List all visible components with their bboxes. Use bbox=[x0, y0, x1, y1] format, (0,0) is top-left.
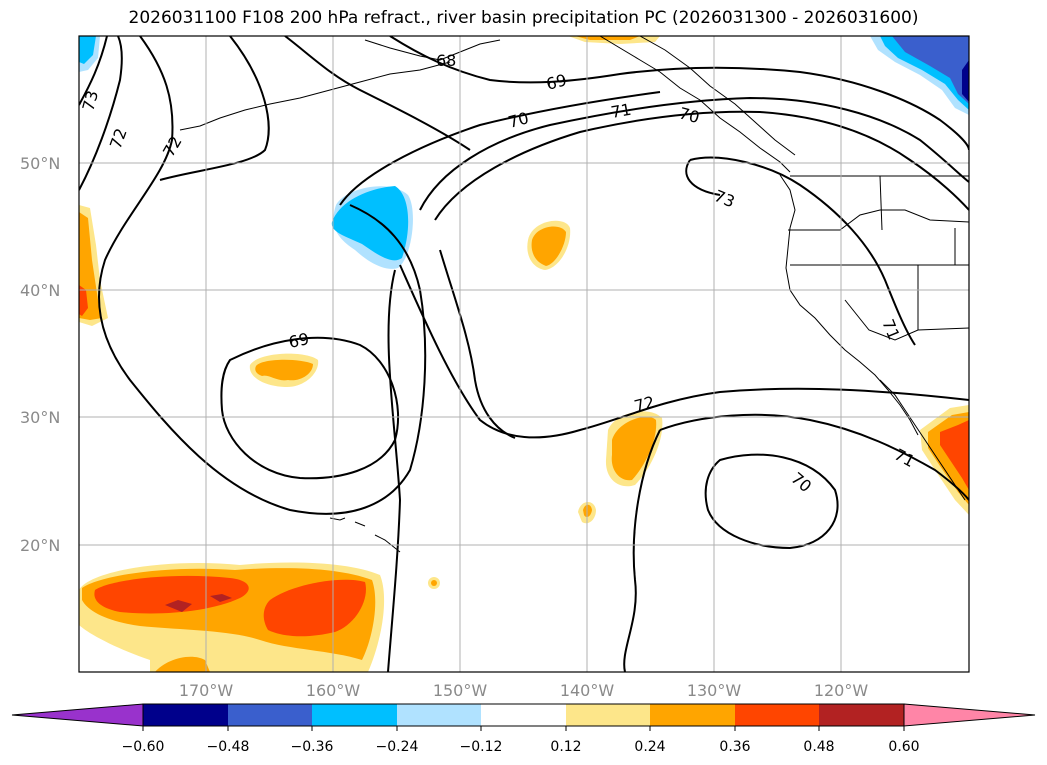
map-border bbox=[78, 35, 970, 673]
lat-label-40n: 40°N bbox=[20, 281, 60, 300]
colorbar-tick-label: −0.12 bbox=[460, 739, 503, 755]
lon-label-160w: 160°W bbox=[306, 681, 361, 700]
contour-label-69-north: 69 bbox=[544, 70, 569, 94]
contour-label-68: 68 bbox=[436, 51, 456, 70]
lat-labels: 50°N 40°N 30°N 20°N bbox=[20, 154, 60, 555]
contour-label-71-ne: 70 bbox=[677, 104, 702, 128]
contour-label-73-west: 73 bbox=[79, 88, 103, 113]
colorbar-swatch bbox=[397, 704, 481, 726]
colorbar-tick-label: 0.36 bbox=[719, 739, 750, 755]
lon-label-150w: 150°W bbox=[433, 681, 488, 700]
colorbar: −0.60 −0.48 −0.36 −0.24 −0.12 0.12 0.24 … bbox=[11, 703, 1036, 755]
lat-label-30n: 30°N bbox=[20, 408, 60, 427]
lon-label-170w: 170°W bbox=[179, 681, 234, 700]
colorbar-extend-low bbox=[11, 703, 144, 727]
colorbar-swatch bbox=[312, 704, 397, 726]
precip-shading bbox=[79, 36, 969, 672]
lat-label-20n: 20°N bbox=[20, 536, 60, 555]
lat-label-50n: 50°N bbox=[20, 154, 60, 173]
colorbar-tick-label: 0.24 bbox=[634, 739, 665, 755]
colorbar-swatch bbox=[566, 704, 650, 726]
map-title: 2026031100 F108 200 hPa refract., river … bbox=[128, 8, 919, 28]
colorbar-tick-label: 0.48 bbox=[803, 739, 834, 755]
colorbar-swatch bbox=[819, 704, 904, 726]
colorbar-tick-label: −0.24 bbox=[376, 739, 419, 755]
colorbar-tick-label: −0.60 bbox=[122, 739, 165, 755]
colorbar-tick-label: 0.12 bbox=[550, 739, 581, 755]
lon-label-130w: 130°W bbox=[687, 681, 742, 700]
colorbar-swatch bbox=[143, 704, 228, 726]
colorbar-tick-label: −0.36 bbox=[291, 739, 334, 755]
contour-label-71-north: 71 bbox=[609, 100, 632, 122]
lon-label-120w: 120°W bbox=[814, 681, 869, 700]
coastlines bbox=[179, 36, 969, 553]
colorbar-swatch bbox=[650, 704, 735, 726]
colorbar-swatch bbox=[735, 704, 819, 726]
refractivity-contours bbox=[79, 36, 969, 672]
lon-label-140w: 140°W bbox=[560, 681, 615, 700]
contour-label-69-center: 69 bbox=[287, 329, 311, 352]
colorbar-extend-high bbox=[903, 703, 1036, 727]
colorbar-tick-label: 0.60 bbox=[888, 739, 919, 755]
contour-label-70-north: 70 bbox=[506, 108, 531, 132]
gridlines bbox=[79, 36, 969, 672]
colorbar-tick-label: −0.48 bbox=[207, 739, 250, 755]
contour-label-72-center: 72 bbox=[632, 392, 657, 416]
colorbar-swatch bbox=[481, 704, 566, 726]
lon-labels: 170°W 160°W 150°W 140°W 130°W 120°W bbox=[179, 681, 869, 700]
colorbar-swatch bbox=[228, 704, 312, 726]
